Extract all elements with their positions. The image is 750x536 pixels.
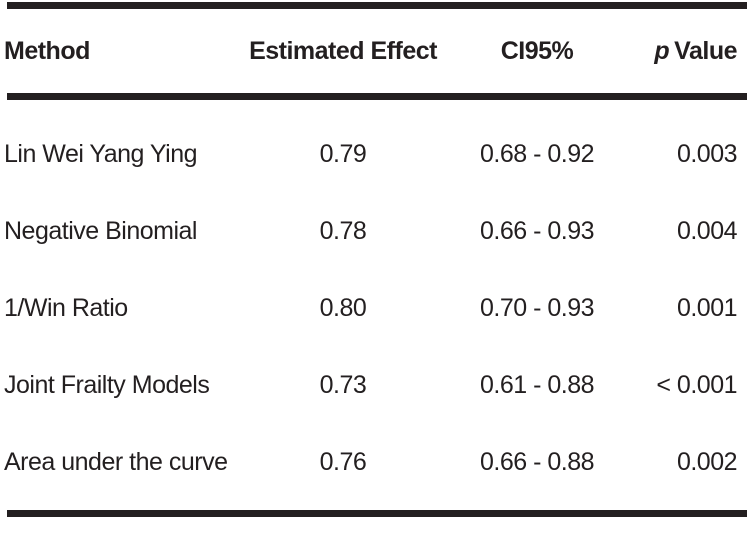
method-cell: Area under the curve	[4, 448, 228, 476]
table-row: Area under the curve 0.76 0.66 - 0.88 0.…	[0, 424, 750, 501]
table-body: Lin Wei Yang Ying 0.79 0.68 - 0.92 0.003…	[0, 100, 750, 510]
ci-cell: 0.70 - 0.93	[479, 294, 595, 322]
pvalue-cell: 0.004	[676, 217, 738, 245]
effect-cell: 0.76	[319, 448, 367, 476]
table-row: Lin Wei Yang Ying 0.79 0.68 - 0.92 0.003	[0, 116, 750, 193]
ci-cell: 0.61 - 0.88	[479, 371, 595, 399]
table-row: Negative Binomial 0.78 0.66 - 0.93 0.004	[0, 193, 750, 270]
ci-cell: 0.66 - 0.93	[479, 217, 595, 245]
pvalue-cell: 0.003	[676, 140, 738, 168]
top-rule	[7, 2, 747, 9]
effect-cell: 0.79	[319, 140, 367, 168]
effect-cell: 0.78	[319, 217, 367, 245]
method-cell: Lin Wei Yang Ying	[4, 140, 198, 168]
pvalue-cell: < 0.001	[656, 371, 737, 399]
method-cell: Joint Frailty Models	[4, 371, 210, 399]
header-p-rest: Value	[674, 36, 737, 65]
header-rule	[7, 93, 747, 100]
method-cell: 1/Win Ratio	[4, 294, 128, 322]
header-p-value: p Value	[638, 37, 750, 66]
table-row: 1/Win Ratio 0.80 0.70 - 0.93 0.001	[0, 270, 750, 347]
header-method: Method	[4, 36, 90, 65]
bottom-rule	[7, 510, 747, 517]
header-ci95: CI95%	[500, 36, 574, 65]
ci-cell: 0.68 - 0.92	[479, 140, 595, 168]
effect-cell: 0.80	[319, 294, 367, 322]
header-p-italic: p	[654, 36, 670, 65]
effect-cell: 0.73	[319, 371, 367, 399]
pvalue-cell: 0.001	[676, 294, 738, 322]
pvalue-cell: 0.002	[676, 448, 738, 476]
header-estimated-effect: Estimated Effect	[249, 36, 437, 65]
method-cell: Negative Binomial	[4, 217, 198, 245]
ci-cell: 0.66 - 0.88	[479, 448, 595, 476]
table-header-row: Method Estimated Effect CI95% p Value	[0, 9, 750, 93]
table-row: Joint Frailty Models 0.73 0.61 - 0.88 < …	[0, 347, 750, 424]
